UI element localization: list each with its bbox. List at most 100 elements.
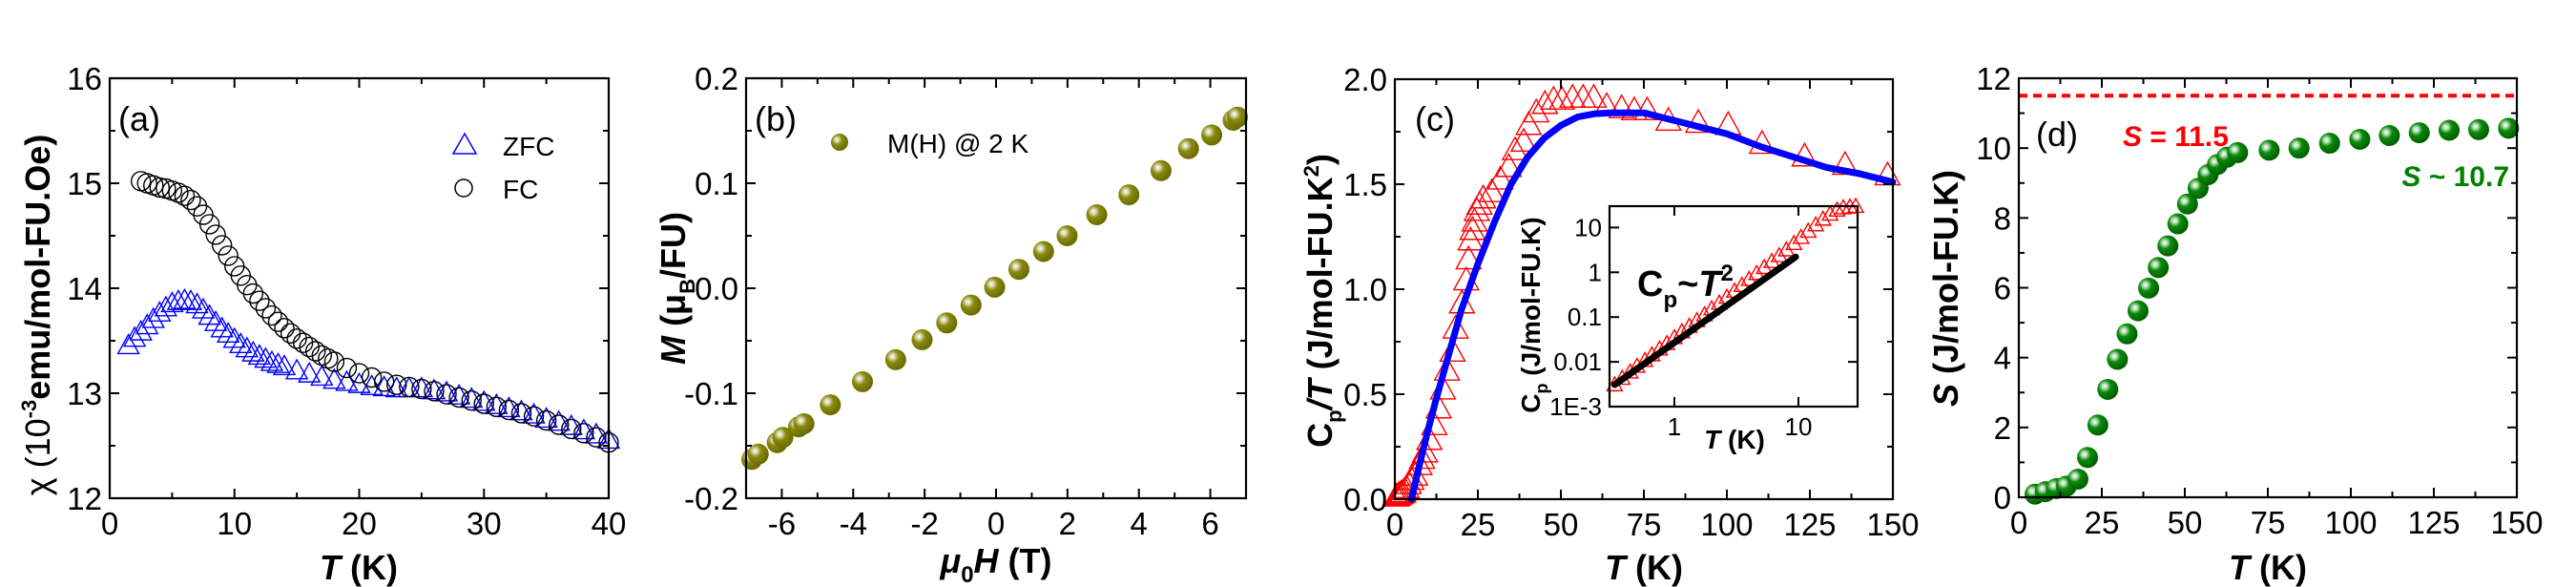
panel-d-ylabel: S (J/mol-FU.K) bbox=[1926, 170, 1965, 407]
y-tick-label: 1.5 bbox=[1343, 167, 1387, 202]
data-point-sphere bbox=[2379, 124, 2400, 146]
y-tick-label: -0.1 bbox=[684, 376, 738, 411]
data-point-circle bbox=[280, 323, 301, 344]
data-point-triangle bbox=[141, 306, 165, 328]
data-point-sphere bbox=[2148, 257, 2170, 279]
data-point-triangle bbox=[173, 287, 197, 309]
data-point-sphere bbox=[1032, 241, 1054, 262]
data-point-triangle bbox=[254, 346, 278, 368]
data-point-circle bbox=[242, 283, 264, 304]
x-tick-label: 0 bbox=[987, 506, 1005, 541]
panel-c-ticks: 0 25 50 75 100 125 150 0.0 0.5 1.0 1.5 2.0 bbox=[1343, 62, 1919, 542]
data-point-sphere bbox=[2127, 300, 2149, 322]
data-point-triangle bbox=[222, 326, 246, 348]
data-point-sphere bbox=[1056, 225, 1078, 246]
panel-a-xlabel: T (K) bbox=[320, 548, 398, 587]
data-point-sphere bbox=[772, 427, 794, 449]
panel-c-marks bbox=[1382, 83, 1901, 507]
data-point-triangle bbox=[1478, 178, 1506, 202]
data-point-triangle bbox=[210, 316, 234, 338]
data-point-circle bbox=[161, 179, 183, 201]
data-point-triangle bbox=[547, 409, 571, 431]
panel-a-label: (a) bbox=[118, 99, 160, 138]
y-tick-label: 13 bbox=[67, 376, 102, 411]
y-tick-label: 14 bbox=[67, 271, 102, 306]
data-point-triangle bbox=[129, 319, 153, 341]
data-point-triangle bbox=[1455, 244, 1483, 270]
y-tick-label: 1 bbox=[1589, 258, 1602, 286]
data-point-sphere bbox=[2176, 193, 2198, 215]
x-tick-label: 40 bbox=[592, 506, 627, 541]
y-tick-label: 16 bbox=[67, 61, 102, 96]
panel-d-xlabel: T (K) bbox=[2229, 548, 2307, 587]
x-tick-label: 150 bbox=[2490, 505, 2543, 540]
x-tick-label: 125 bbox=[1783, 507, 1836, 542]
saturation-annotation: S ~ 10.7 bbox=[2401, 161, 2509, 193]
x-tick-label: 2 bbox=[1059, 506, 1076, 541]
panel-c-ylabel: Cp/T (J/mol-FU.K2) bbox=[1299, 154, 1346, 448]
y-tick-label: 8 bbox=[1994, 200, 2011, 236]
x-tick-label: 30 bbox=[467, 506, 502, 541]
panel-d: 0 25 50 75 100 125 150 0 2 4 6 8 10 12 (d) S = 11.5 S… bbox=[1926, 61, 2544, 587]
panel-b-label: (b) bbox=[755, 99, 797, 138]
data-point-circle bbox=[143, 175, 164, 196]
x-tick-label: -2 bbox=[910, 506, 938, 541]
legend-fc-marker bbox=[454, 178, 473, 198]
panel-b-ticks: -6 -4 -2 0 2 4 6 -0.2 -0.1 0.0 0.1 0.2 bbox=[684, 61, 1246, 541]
panel-d-marks bbox=[2019, 94, 2520, 505]
data-point-sphere bbox=[2318, 133, 2340, 155]
data-point-triangle bbox=[1382, 482, 1410, 507]
y-tick-label: 0.0 bbox=[1343, 482, 1387, 517]
x-tick-label: 10 bbox=[1785, 412, 1813, 441]
data-point-triangle bbox=[178, 288, 203, 310]
data-point-triangle bbox=[1523, 97, 1550, 123]
data-point-triangle bbox=[1509, 127, 1538, 153]
data-point-triangle bbox=[229, 332, 253, 354]
x-tick-label: 100 bbox=[2324, 505, 2377, 540]
data-point-sphere bbox=[2258, 139, 2280, 161]
data-point-circle bbox=[255, 298, 277, 319]
x-tick-label: 75 bbox=[2251, 505, 2286, 540]
data-point-circle bbox=[573, 423, 594, 444]
x-tick-label: 0 bbox=[101, 506, 118, 541]
panel-d-ticks: 0 25 50 75 100 125 150 0 2 4 6 8 10 12 bbox=[1976, 61, 2543, 540]
data-point-sphere bbox=[747, 443, 769, 465]
x-tick-label: 150 bbox=[1866, 507, 1919, 542]
data-point-triangle bbox=[185, 292, 209, 314]
panel-b-ylabel: M (μB/FU) bbox=[654, 212, 699, 365]
data-point-sphere bbox=[2408, 122, 2430, 144]
data-point-triangle bbox=[409, 376, 434, 398]
y-tick-label: 10 bbox=[1976, 131, 2011, 166]
inset-xlabel: T (K) bbox=[1704, 425, 1765, 454]
y-tick-label: 0 bbox=[1994, 480, 2011, 515]
panel-c-xlabel: T (K) bbox=[1605, 548, 1683, 587]
y-tick-label: 12 bbox=[67, 481, 102, 516]
legend-mh-label: M(H) @ 2 K bbox=[887, 129, 1029, 158]
data-point-triangle bbox=[1548, 85, 1576, 111]
y-tick-label: 2 bbox=[1994, 410, 2011, 446]
data-point-triangle bbox=[1501, 136, 1529, 160]
data-point-circle bbox=[261, 304, 282, 326]
data-point-triangle bbox=[1433, 356, 1461, 381]
x-tick-label: 75 bbox=[1627, 507, 1662, 542]
data-point-triangle bbox=[1791, 141, 1818, 167]
data-point-triangle bbox=[1633, 95, 1661, 121]
data-point-triangle bbox=[1439, 337, 1466, 363]
x-tick-label: 1 bbox=[1668, 412, 1681, 441]
y-tick-label: 2.0 bbox=[1343, 62, 1387, 97]
data-point-triangle bbox=[135, 313, 159, 335]
data-point-sphere bbox=[2077, 447, 2099, 469]
data-point-triangle bbox=[571, 418, 596, 440]
data-point-sphere bbox=[1177, 137, 1199, 159]
data-point-triangle bbox=[122, 325, 147, 347]
x-tick-label: 6 bbox=[1201, 506, 1218, 541]
data-point-triangle bbox=[1684, 108, 1713, 134]
data-point-circle bbox=[361, 367, 383, 388]
data-point-triangle bbox=[1785, 234, 1803, 251]
data-point-triangle bbox=[1740, 270, 1758, 286]
data-point-sphere bbox=[1008, 259, 1029, 281]
panel-a: 0 10 20 30 40 12 13 14 15 16 (a) ZFC FC T (K) χ (… bbox=[17, 61, 626, 587]
data-point-sphere bbox=[1118, 184, 1140, 206]
data-point-circle bbox=[461, 390, 482, 411]
